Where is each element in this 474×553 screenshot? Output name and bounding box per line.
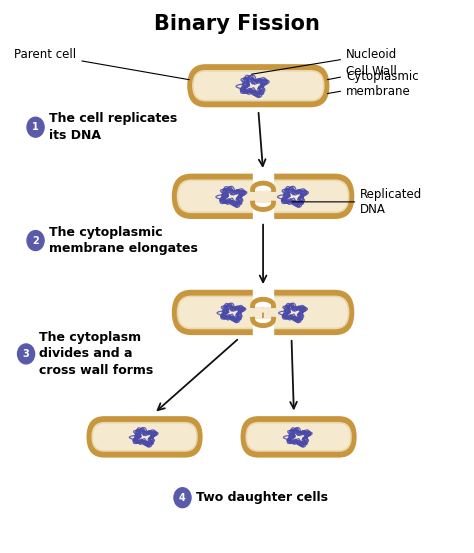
Text: Replicated
DNA: Replicated DNA [292,188,422,216]
Text: Parent cell: Parent cell [14,48,189,80]
Circle shape [27,117,44,137]
Text: The cytoplasmic
membrane elongates: The cytoplasmic membrane elongates [49,226,198,255]
FancyBboxPatch shape [246,423,351,451]
Text: Cell Wall: Cell Wall [328,65,397,80]
Text: 4: 4 [179,493,186,503]
Polygon shape [253,321,273,336]
Text: 1: 1 [32,122,39,132]
FancyBboxPatch shape [187,64,329,107]
Polygon shape [254,306,272,319]
Polygon shape [253,173,273,187]
FancyBboxPatch shape [172,174,354,219]
FancyBboxPatch shape [241,416,356,458]
FancyBboxPatch shape [172,290,354,335]
Polygon shape [253,205,273,220]
Text: The cell replicates
its DNA: The cell replicates its DNA [49,112,177,142]
FancyBboxPatch shape [178,180,348,212]
Text: The cytoplasm
divides and a
cross wall forms: The cytoplasm divides and a cross wall f… [39,331,154,377]
Text: Binary Fission: Binary Fission [154,14,320,34]
Text: 3: 3 [23,349,29,359]
Text: Two daughter cells: Two daughter cells [196,491,328,504]
Circle shape [18,344,35,364]
Text: 2: 2 [32,236,39,246]
FancyBboxPatch shape [86,416,202,458]
FancyBboxPatch shape [178,296,348,328]
Polygon shape [254,190,272,203]
Polygon shape [253,289,273,304]
Circle shape [27,231,44,251]
Text: Cytoplasmic
membrane: Cytoplasmic membrane [328,70,419,98]
FancyBboxPatch shape [92,423,197,451]
Text: Nucleoid: Nucleoid [252,48,397,74]
Circle shape [174,488,191,508]
FancyBboxPatch shape [193,71,324,101]
